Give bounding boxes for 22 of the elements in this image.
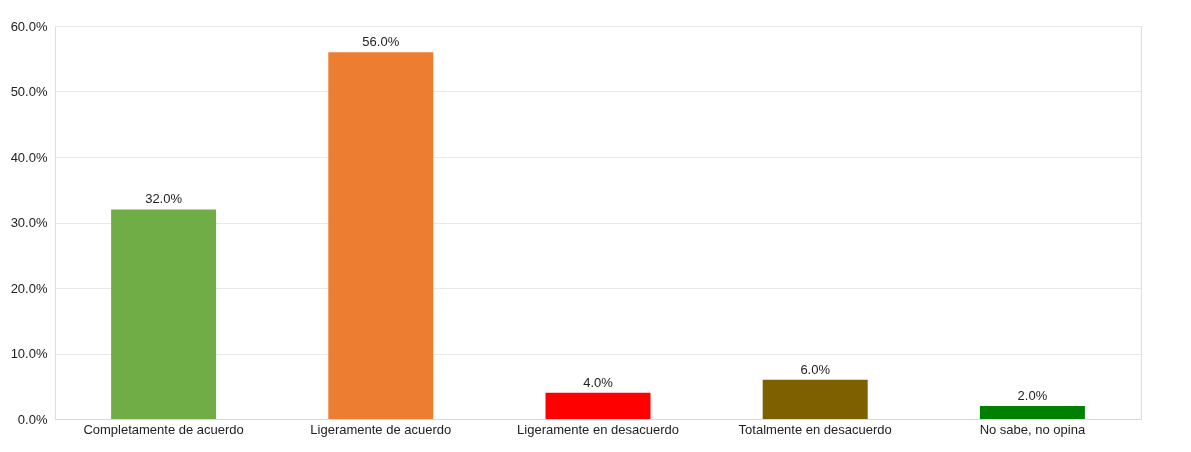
y-tick-label: 50.0% (10, 84, 48, 99)
data-label: 4.0% (583, 374, 614, 390)
x-tick-label: Ligeramente de acuerdo (310, 421, 452, 437)
data-label: 32.0% (145, 191, 183, 207)
data-label: 2.0% (1017, 387, 1048, 403)
y-tick-label: 60.0% (10, 18, 48, 34)
y-tick-label: 30.0% (10, 215, 48, 230)
x-tick-label: Ligeramente en desacuerdo (517, 421, 679, 437)
y-tick-label: 10.0% (10, 346, 48, 361)
data-label: 6.0% (800, 361, 831, 377)
bar (545, 392, 651, 419)
bar (111, 209, 217, 419)
x-tick-label: Completamente de acuerdo (83, 421, 244, 437)
y-tick-label: 20.0% (10, 280, 48, 296)
x-tick-label: No sabe, no opina (979, 421, 1086, 437)
bar (762, 379, 868, 419)
y-tick-label: 40.0% (10, 149, 48, 165)
bar (328, 52, 434, 419)
y-tick-label: 0.0% (17, 411, 48, 427)
data-label: 56.0% (362, 34, 400, 50)
x-tick-label: Totalmente en desacuerdo (738, 421, 892, 437)
bar (979, 405, 1085, 419)
